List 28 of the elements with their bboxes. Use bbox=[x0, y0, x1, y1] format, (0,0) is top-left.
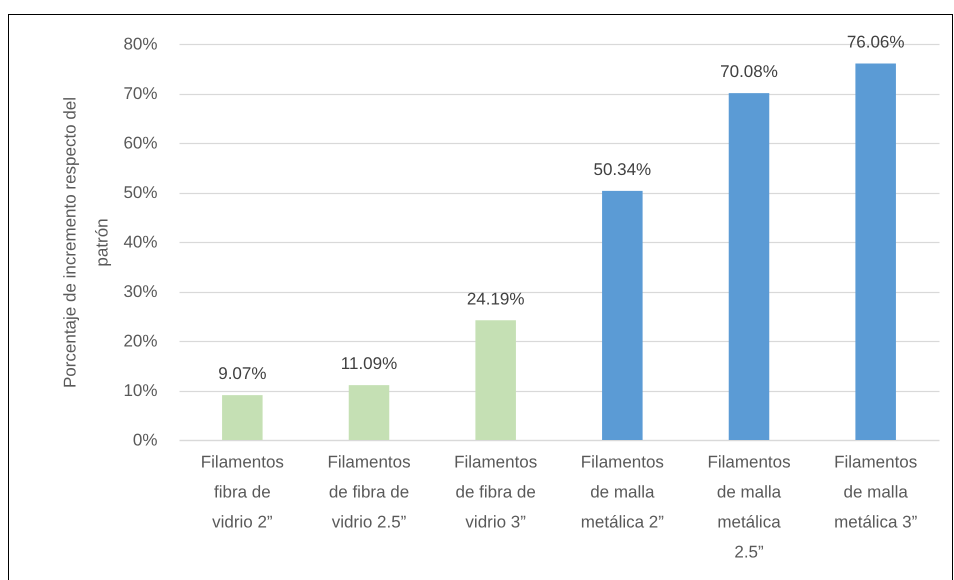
y-tick-label: 50% bbox=[123, 183, 158, 202]
y-tick-label: 30% bbox=[123, 282, 158, 301]
x-tick-label: Filamentos de fibra de vidrio 3” bbox=[454, 452, 538, 532]
bar bbox=[475, 320, 516, 440]
data-label: 24.19% bbox=[466, 289, 525, 308]
y-tick-label: 60% bbox=[123, 134, 158, 152]
x-tick-label: Filamentos de malla metálica 3” bbox=[834, 452, 918, 532]
data-label: 9.07% bbox=[218, 364, 266, 384]
y-tick-label: 80% bbox=[123, 34, 158, 54]
y-tick-label: 20% bbox=[123, 332, 158, 350]
y-tick-label: 70% bbox=[123, 84, 158, 103]
bar bbox=[855, 64, 896, 440]
y-axis-title: Porcentaje de incremento respecto del patrón bbox=[60, 96, 112, 388]
y-tick-label: 10% bbox=[123, 381, 158, 400]
x-tick-label: Filamentos de malla metálica 2.5” bbox=[707, 452, 791, 562]
y-tick-label: 40% bbox=[123, 232, 158, 252]
bar bbox=[222, 395, 263, 440]
data-label: 76.06% bbox=[846, 32, 905, 52]
x-tick-label: Filamentos fibra de vidrio 2” bbox=[200, 452, 284, 532]
data-label: 11.09% bbox=[340, 354, 398, 374]
bar bbox=[728, 93, 770, 440]
data-label: 70.08% bbox=[720, 62, 778, 82]
x-tick-label: Filamentos de fibra de vidrio 2.5” bbox=[327, 452, 411, 532]
x-tick-label: Filamentos de malla metálica 2” bbox=[580, 452, 664, 532]
y-tick-label: 0% bbox=[132, 430, 158, 450]
data-label: 50.34% bbox=[593, 160, 652, 179]
bar bbox=[348, 385, 390, 440]
bar bbox=[602, 190, 643, 440]
